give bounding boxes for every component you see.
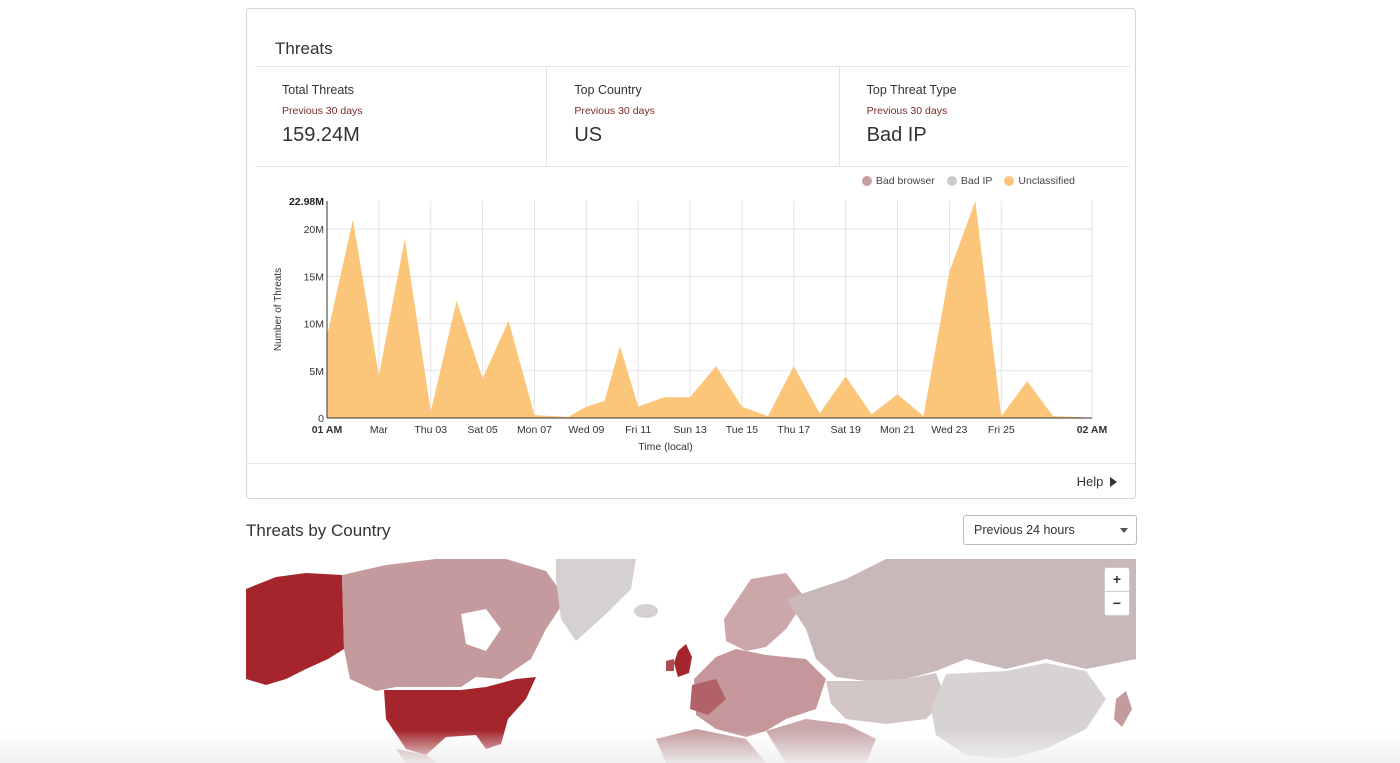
x-tick-label: Sun 13 bbox=[673, 424, 706, 436]
legend-label: Bad IP bbox=[960, 175, 993, 187]
bottom-fade bbox=[0, 730, 1400, 763]
x-tick-label: Mon 07 bbox=[517, 424, 552, 436]
threats-chart-svg: 0 5M 10M 15M 20M 22.98M 01 AM Mar Thu 03 Sat 05 Mo… bbox=[273, 196, 1108, 453]
legend-swatch bbox=[946, 176, 957, 186]
stats-row: Total Threats Previous 30 days 159.24M T… bbox=[255, 66, 1131, 167]
map-region-greenland bbox=[556, 559, 636, 641]
x-tick-label: Thu 03 bbox=[414, 424, 447, 436]
zoom-out-button[interactable]: − bbox=[1112, 595, 1122, 611]
x-tick-label: Fri 11 bbox=[625, 424, 651, 436]
x-tick-label: 01 AM bbox=[312, 424, 343, 436]
x-tick-label: Sat 05 bbox=[467, 424, 498, 436]
stat-top-threat-type: Top Threat Type Previous 30 days Bad IP bbox=[840, 67, 1131, 166]
x-tick-label: Fri 25 bbox=[988, 424, 1015, 436]
map-region-scandinavia bbox=[724, 573, 806, 651]
legend-swatch bbox=[861, 176, 872, 186]
stat-value: US bbox=[574, 124, 603, 146]
section-title-threats-by-country: Threats by Country bbox=[246, 521, 391, 540]
legend-swatch bbox=[1004, 176, 1015, 186]
x-tick-label: Tue 15 bbox=[726, 424, 758, 436]
stat-period: Previous 30 days bbox=[574, 105, 655, 117]
y-max-label: 22.98M bbox=[289, 196, 324, 208]
y-tick-label: 5M bbox=[309, 366, 324, 378]
x-tick-label: 02 AM bbox=[1077, 424, 1108, 436]
y-axis-title: Number of Threats bbox=[273, 268, 284, 351]
series-area-unclassified bbox=[327, 201, 1092, 418]
x-tick-label: Mar bbox=[370, 424, 389, 436]
threats-card: Threats Total Threats Previous 30 days 1… bbox=[246, 8, 1136, 499]
map-region-japan bbox=[1114, 691, 1132, 727]
map-region-canada bbox=[342, 559, 566, 691]
map-region-ireland bbox=[666, 659, 674, 671]
stat-label: Total Threats bbox=[282, 83, 355, 97]
stat-period: Previous 30 days bbox=[282, 105, 363, 117]
time-range-value: Previous 24 hours bbox=[974, 523, 1075, 537]
stat-label: Top Country bbox=[574, 83, 642, 97]
map-region-uk bbox=[674, 644, 692, 677]
time-range-select[interactable]: Previous 24 hours bbox=[963, 515, 1137, 545]
caret-right-icon bbox=[1110, 477, 1117, 487]
x-tick-label: Sat 19 bbox=[830, 424, 861, 436]
map-region-hudson-bay bbox=[461, 609, 501, 651]
y-tick-label: 15M bbox=[304, 271, 324, 283]
y-tick-label: 10M bbox=[304, 319, 324, 331]
x-tick-label: Mon 21 bbox=[880, 424, 915, 436]
map-region-iceland bbox=[634, 604, 658, 618]
help-toggle[interactable]: Help bbox=[1077, 474, 1117, 489]
legend-item-bad-browser[interactable]: Bad browser bbox=[861, 175, 935, 187]
x-tick-label: Thu 17 bbox=[777, 424, 810, 436]
chart-legend: Bad browser Bad IP Unclassified bbox=[861, 175, 1075, 187]
card-footer: Help bbox=[247, 463, 1135, 498]
stat-value: Bad IP bbox=[866, 124, 927, 146]
threats-chart: 0 5M 10M 15M 20M 22.98M 01 AM Mar Thu 03 Sat 05 Mo… bbox=[247, 167, 1135, 467]
card-title: Threats bbox=[275, 39, 333, 58]
threats-world-map[interactable] bbox=[246, 559, 1136, 763]
stat-value: 159.24M bbox=[282, 124, 360, 146]
map-region-central-asia bbox=[826, 673, 946, 724]
x-tick-label: Wed 23 bbox=[931, 424, 967, 436]
legend-item-unclassified[interactable]: Unclassified bbox=[1004, 175, 1075, 187]
zoom-in-button[interactable]: + bbox=[1105, 568, 1129, 592]
map-region-europe bbox=[694, 649, 826, 737]
stat-period: Previous 30 days bbox=[866, 105, 948, 117]
map-region-alaska bbox=[246, 573, 344, 685]
legend-item-bad-ip[interactable]: Bad IP bbox=[946, 175, 993, 187]
x-tick-label: Wed 09 bbox=[568, 424, 604, 436]
stat-label: Top Threat Type bbox=[866, 83, 957, 97]
chevron-down-icon bbox=[1120, 528, 1128, 533]
help-label: Help bbox=[1076, 474, 1104, 489]
legend-label: Unclassified bbox=[1018, 175, 1075, 187]
stat-total-threats: Total Threats Previous 30 days 159.24M bbox=[255, 67, 548, 166]
x-axis-title: Time (local) bbox=[638, 441, 692, 453]
stat-top-country: Top Country Previous 30 days US bbox=[547, 67, 840, 166]
y-tick-label: 20M bbox=[304, 224, 324, 236]
map-region-france bbox=[690, 679, 726, 715]
y-tick-label: 0 bbox=[318, 413, 324, 425]
map-region-russia bbox=[786, 559, 1136, 681]
legend-label: Bad browser bbox=[875, 175, 935, 187]
map-zoom-controls: + − bbox=[1104, 567, 1130, 616]
